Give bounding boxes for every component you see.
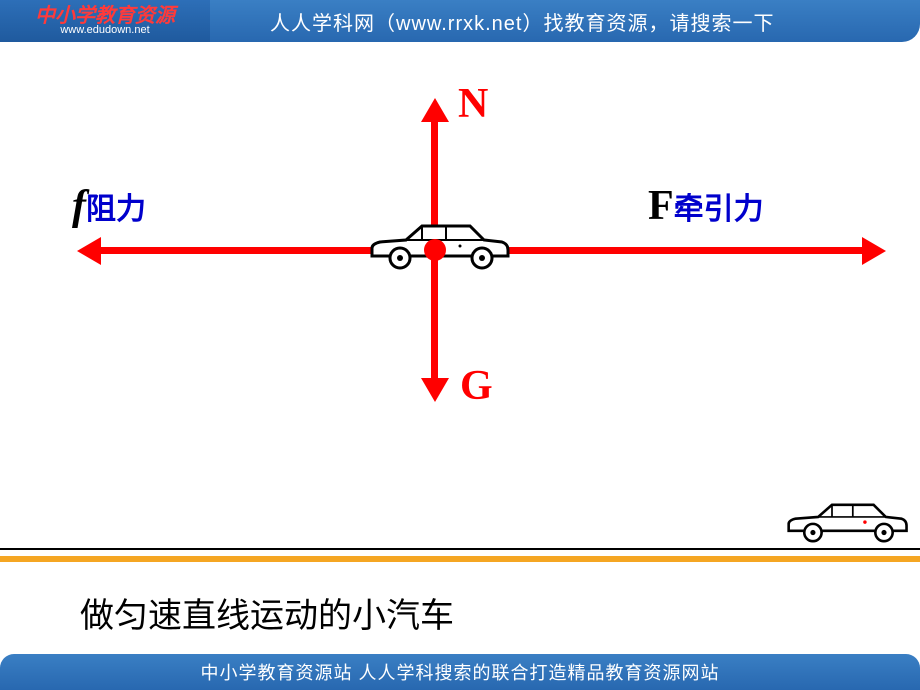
- label-F-main: F: [648, 183, 674, 229]
- top-banner: 中小学教育资源 www.edudown.net 人人学科网（www.rrxk.n…: [0, 0, 920, 42]
- logo-block: 中小学教育资源 www.edudown.net: [0, 0, 210, 42]
- footer-text: 中小学教育资源站 人人学科搜索的联合打造精品教育资源网站: [201, 659, 720, 685]
- ground-line: [0, 556, 920, 562]
- arrow-left-head: [77, 237, 101, 265]
- logo-url: www.edudown.net: [60, 24, 149, 36]
- label-G: G: [460, 362, 493, 410]
- label-F-sub: 牵引力: [674, 193, 764, 226]
- arrow-down-head: [421, 378, 449, 402]
- bottom-banner: 中小学教育资源站 人人学科搜索的联合打造精品教育资源网站: [0, 654, 920, 690]
- force-diagram: N G f阻力 F牵引力: [0, 42, 920, 542]
- caption-text: 做匀速直线运动的小汽车: [80, 588, 454, 637]
- center-dot: [424, 239, 446, 261]
- small-car: [780, 498, 910, 553]
- label-F: F牵引力: [648, 182, 764, 230]
- label-f-sub: 阻力: [86, 193, 146, 226]
- small-car-icon: [780, 498, 910, 548]
- label-f: f阻力: [72, 182, 146, 230]
- arrow-up-head: [421, 98, 449, 122]
- banner-site-text: 人人学科网（www.rrxk.net）找教育资源，请搜索一下: [270, 7, 774, 36]
- label-N: N: [458, 80, 488, 128]
- arrow-right-head: [862, 237, 886, 265]
- label-f-main: f: [72, 183, 86, 229]
- logo-text: 中小学教育资源: [35, 6, 175, 26]
